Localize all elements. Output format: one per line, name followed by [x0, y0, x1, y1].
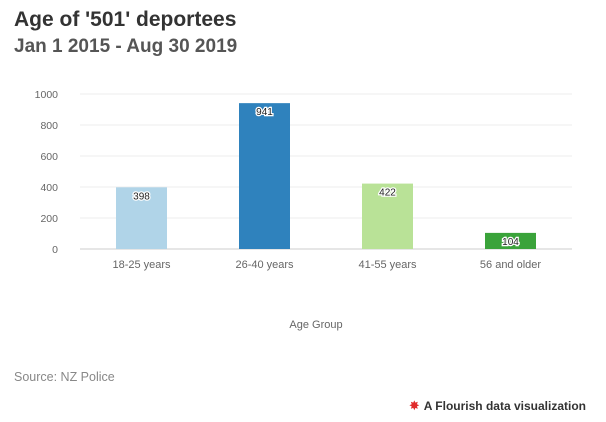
- y-axis: 0 200 400 600 800 1000: [35, 89, 59, 256]
- y-tick-label: 400: [40, 182, 58, 194]
- chart-subtitle: Jan 1 2015 - Aug 30 2019: [14, 36, 238, 57]
- bar[interactable]: [362, 183, 413, 249]
- bars: 398 941 422 104: [116, 103, 536, 249]
- x-axis-title: Age Group: [289, 319, 342, 331]
- bar[interactable]: [239, 103, 290, 250]
- y-tick-label: 0: [52, 244, 58, 256]
- source-note: Source: NZ Police: [14, 370, 115, 384]
- y-tick-label: 600: [40, 151, 58, 163]
- data-label: 398: [133, 191, 150, 202]
- y-tick-label: 800: [40, 120, 58, 132]
- bar[interactable]: [116, 187, 167, 249]
- flourish-credit[interactable]: ✸ A Flourish data visualization: [409, 398, 586, 414]
- y-tick-label: 1000: [35, 89, 59, 101]
- data-label: 422: [379, 188, 396, 199]
- x-tick-label: 56 and older: [480, 259, 541, 271]
- flourish-burst-icon: ✸: [408, 398, 420, 413]
- x-tick-label: 18-25 years: [112, 259, 171, 271]
- chart-title: Age of '501' deportees: [14, 8, 237, 31]
- x-axis: 18-25 years 26-40 years 41-55 years 56 and …: [112, 259, 541, 271]
- bar-chart: 0 200 400 600 800 1000 398 941 422 104 18-25 yea…: [35, 89, 572, 331]
- x-tick-label: 26-40 years: [235, 259, 294, 271]
- data-label: 104: [502, 237, 519, 248]
- data-label: 941: [256, 107, 273, 118]
- bar[interactable]: [485, 232, 536, 249]
- y-tick-label: 200: [40, 213, 58, 225]
- credit-text: A Flourish data visualization: [423, 399, 586, 413]
- x-tick-label: 41-55 years: [358, 259, 417, 271]
